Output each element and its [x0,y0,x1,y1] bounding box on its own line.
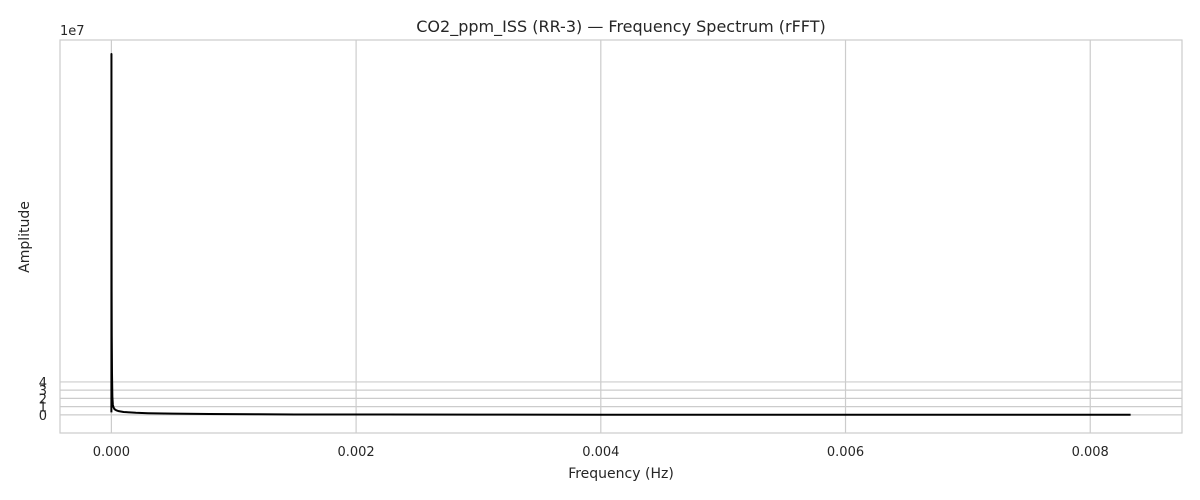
chart-title: CO2_ppm_ISS (RR-3) — Frequency Spectrum … [416,17,825,37]
x-tick-label-1: 0.002 [337,445,374,460]
x-tick-label-2: 0.004 [582,445,619,460]
y-tick-label-2: 2 [39,392,47,407]
plot-frame [59,39,1183,434]
series-layer [110,53,1131,416]
y-axis-label: Amplitude [17,201,33,273]
y-scale-offset-label: 1e7 [60,24,85,39]
x-tick-label-0: 0.000 [93,445,130,460]
y-tick-label-1: 1 [39,401,47,416]
x-tick-label-3: 0.006 [827,445,864,460]
y-tick-label-4: 4 [39,376,47,391]
x-axis-label: Frequency (Hz) [568,466,674,482]
y-tick-label-3: 3 [39,384,47,399]
plot-area-background [60,40,1182,433]
y-tick-label-0: 0 [39,409,47,424]
spectrum-line-0 [110,53,1131,416]
x-tick-label-4: 0.008 [1072,445,1109,460]
x-axis-ticks: 0.000 0.002 0.004 0.006 0.008 [93,445,1109,460]
